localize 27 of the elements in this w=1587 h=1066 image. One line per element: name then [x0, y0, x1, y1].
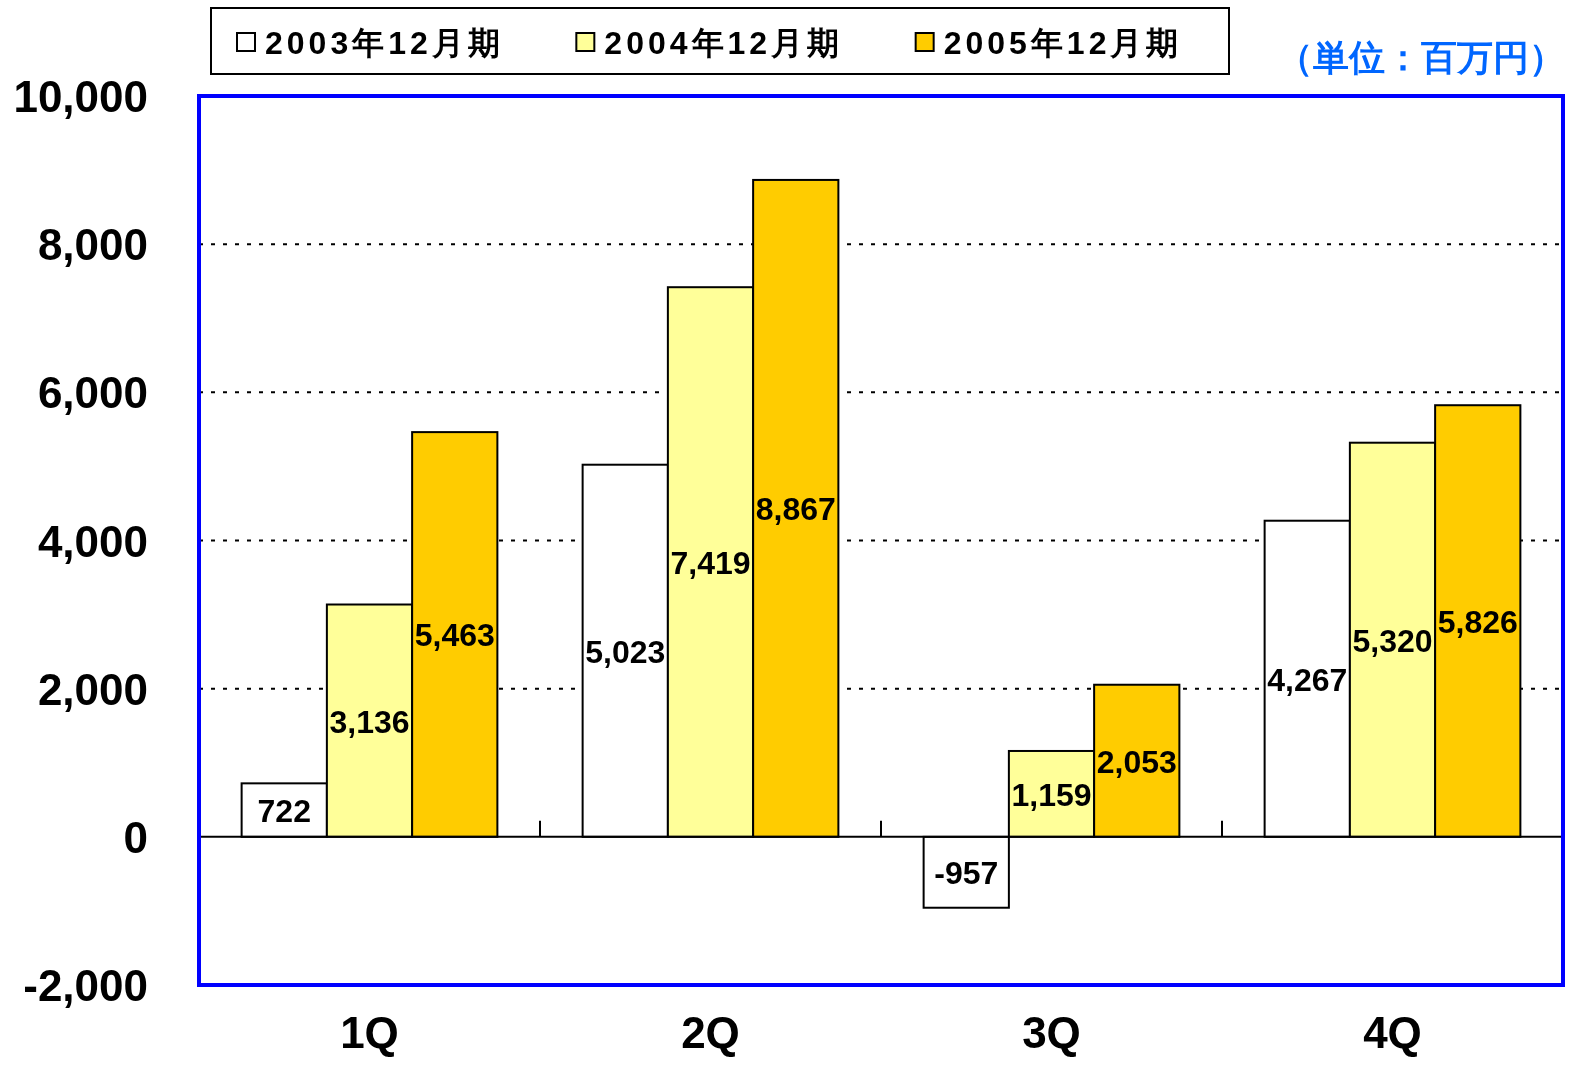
y-tick-label: 4,000: [37, 516, 148, 566]
x-tick-label: 1Q: [340, 1008, 399, 1057]
data-label: 7,419: [670, 545, 751, 582]
data-label: 5,320: [1352, 622, 1433, 659]
y-tick-label: -2,000: [23, 961, 148, 1010]
data-label: 5,463: [414, 617, 495, 654]
y-tick-label: 6,000: [37, 368, 148, 418]
x-tick-label: 2Q: [681, 1008, 740, 1057]
legend-label: 2005年12月期: [943, 25, 1183, 61]
y-tick-label: 8,000: [37, 220, 148, 270]
data-label: 4,267: [1267, 661, 1348, 698]
x-tick-label: 3Q: [1022, 1008, 1081, 1057]
legend-label: 2003年12月期: [265, 25, 504, 61]
data-label: 8,867: [755, 491, 836, 528]
data-label: 722: [257, 793, 311, 830]
data-label: 2,053: [1096, 743, 1177, 780]
y-tick-label: 0: [123, 812, 148, 862]
data-label: -957: [934, 855, 999, 892]
data-label: 5,023: [585, 633, 666, 670]
x-tick-label: 4Q: [1363, 1008, 1422, 1057]
text: （単位：百万円）: [1277, 37, 1565, 78]
y-tick-label: 2,000: [37, 664, 148, 714]
data-label: 3,136: [329, 703, 410, 740]
data-label: 5,826: [1437, 604, 1518, 641]
legend-label: 2004年12月期: [604, 25, 844, 61]
y-tick-label: 10,000: [13, 72, 148, 121]
data-label: 1,159: [1011, 776, 1092, 813]
